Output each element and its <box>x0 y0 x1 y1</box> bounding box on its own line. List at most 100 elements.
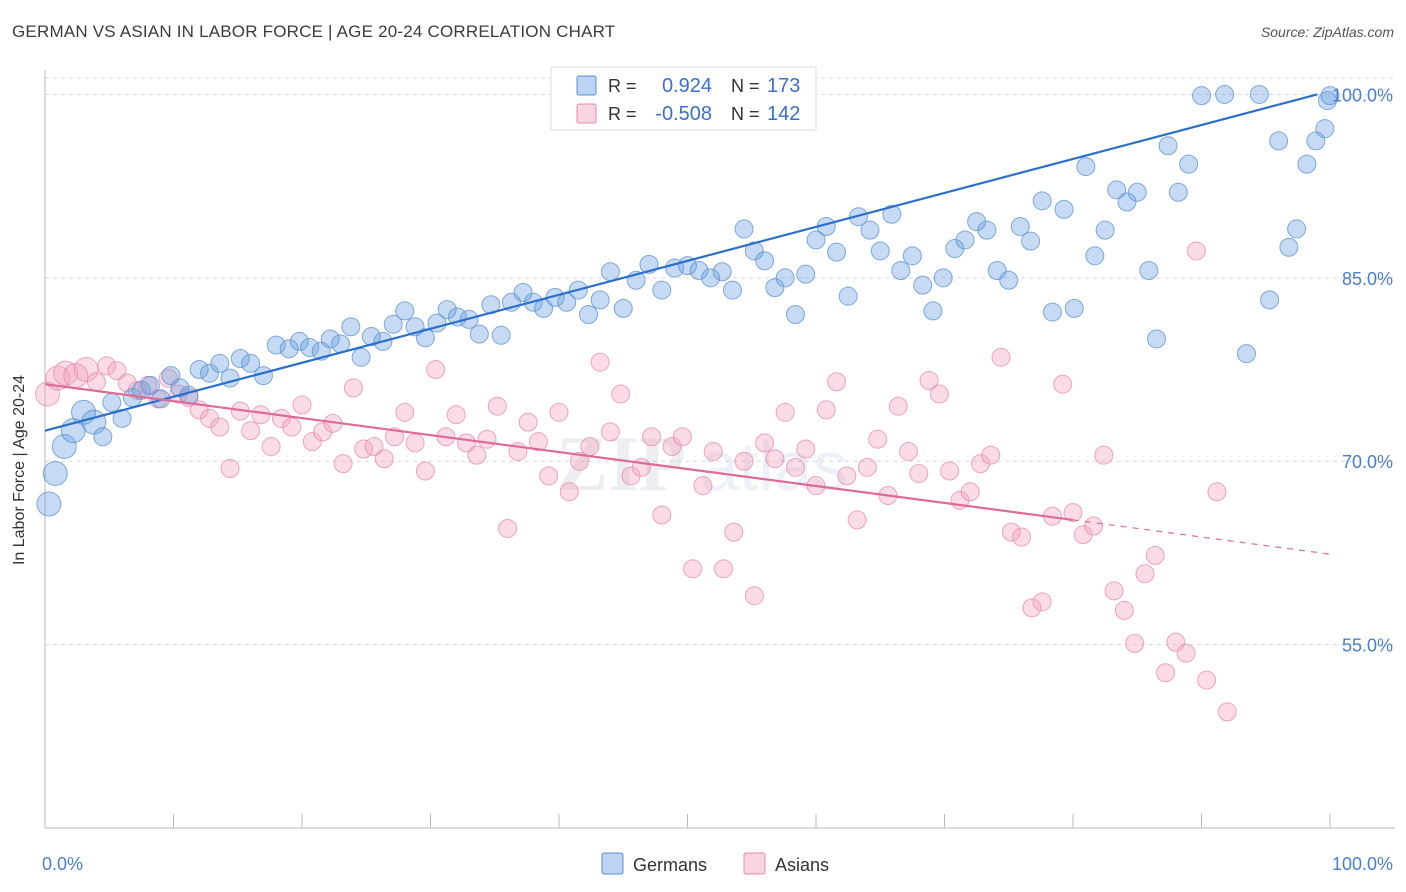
german-point <box>806 230 826 250</box>
asian-point <box>847 510 867 530</box>
german-point <box>1054 199 1074 219</box>
asian-point <box>888 396 908 416</box>
stats-r-value: -0.508 <box>655 103 712 125</box>
german-point <box>775 268 795 288</box>
german-point <box>1032 191 1052 211</box>
german-point <box>341 317 361 337</box>
stats-legend: R = 0.924 N = 173 R = -0.508 N = 142 <box>550 66 817 131</box>
german-point <box>289 331 309 351</box>
asian-point <box>816 400 836 420</box>
german-point <box>1269 131 1289 151</box>
asian-trend-line <box>44 383 1074 522</box>
german-point <box>1147 329 1167 349</box>
y-tick-label: 100.0% <box>1332 85 1393 105</box>
asian-point <box>703 441 723 461</box>
german-point <box>600 262 620 282</box>
german-point <box>923 301 943 321</box>
german-point <box>1236 344 1256 364</box>
asian-point <box>744 586 764 606</box>
german-point <box>1179 154 1199 174</box>
asian-point <box>570 451 590 471</box>
asian-point <box>600 422 620 442</box>
asian-point <box>857 457 877 477</box>
german-point <box>1249 84 1269 104</box>
watermark-atlas: atlas <box>700 427 848 505</box>
asian-point <box>1022 598 1042 618</box>
asian-point <box>261 437 281 457</box>
german-point <box>36 491 62 517</box>
german-point <box>999 270 1019 290</box>
german-point <box>891 261 911 281</box>
asian-point <box>1032 592 1052 612</box>
german-point <box>933 268 953 288</box>
stats-r-value: 0.924 <box>662 75 712 97</box>
asian-point <box>960 482 980 502</box>
asian-point <box>1217 702 1237 722</box>
stats-swatch <box>576 75 597 96</box>
german-point <box>1064 298 1084 318</box>
asian-point <box>899 441 919 461</box>
asian-point <box>827 372 847 392</box>
german-point <box>1107 180 1127 200</box>
german-point <box>300 338 320 358</box>
german-point <box>1317 91 1337 111</box>
german-point <box>1320 86 1340 106</box>
legend-label: Asians <box>775 855 829 875</box>
bottom-legend: Germans Asians <box>601 852 829 875</box>
asian-point <box>929 384 949 404</box>
asian-point <box>395 402 415 422</box>
asian-point <box>919 371 939 391</box>
german-point <box>140 375 160 395</box>
asian-point <box>1114 600 1134 620</box>
chart-title: GERMAN VS ASIAN IN LABOR FORCE | AGE 20-… <box>12 22 616 41</box>
axes <box>44 70 1395 829</box>
asian-trend-extension <box>1072 519 1331 555</box>
legend-swatch <box>743 852 766 875</box>
asian-point <box>1125 633 1145 653</box>
german-point <box>1279 237 1299 257</box>
german-point <box>415 328 435 348</box>
watermark-zip: ZIP <box>556 420 686 507</box>
asian-point <box>683 559 703 579</box>
german-point <box>1127 182 1147 202</box>
german-point <box>860 220 880 240</box>
asian-point <box>498 518 518 538</box>
german-point <box>469 324 489 344</box>
asian-point <box>446 405 466 425</box>
german-point <box>1192 86 1211 106</box>
asian-point <box>909 463 929 483</box>
stats-swatch <box>576 103 597 124</box>
asian-point <box>981 445 1001 465</box>
german-point <box>744 241 764 261</box>
y-tick-label: 55.0% <box>1342 636 1393 656</box>
asian-point <box>755 433 775 453</box>
german-point <box>1158 136 1178 156</box>
asian-point <box>1012 527 1032 547</box>
german-point <box>1215 84 1235 104</box>
asian-point <box>713 559 733 579</box>
asian-point <box>53 360 79 386</box>
asian-point <box>528 432 548 452</box>
german-point <box>437 300 457 320</box>
german-point <box>102 393 122 413</box>
german-point <box>395 301 415 321</box>
german-point <box>755 251 775 271</box>
legend-swatch <box>601 852 624 875</box>
asian-point <box>590 352 610 372</box>
stats-r-label: R = <box>608 76 637 96</box>
german-point <box>902 246 922 266</box>
german-point <box>1117 192 1137 212</box>
german-point <box>870 241 890 261</box>
asian-point <box>1104 581 1124 601</box>
german-point <box>838 286 858 306</box>
german-point <box>1010 216 1030 236</box>
stats-n-value: 173 <box>767 75 800 97</box>
stats-n-label: N = <box>731 104 760 124</box>
german-point <box>189 360 209 380</box>
asian-point <box>1001 522 1021 542</box>
stats-n-value: 142 <box>767 103 800 125</box>
german-point <box>652 280 672 300</box>
asian-point <box>1207 482 1227 502</box>
asian-point <box>97 356 117 376</box>
